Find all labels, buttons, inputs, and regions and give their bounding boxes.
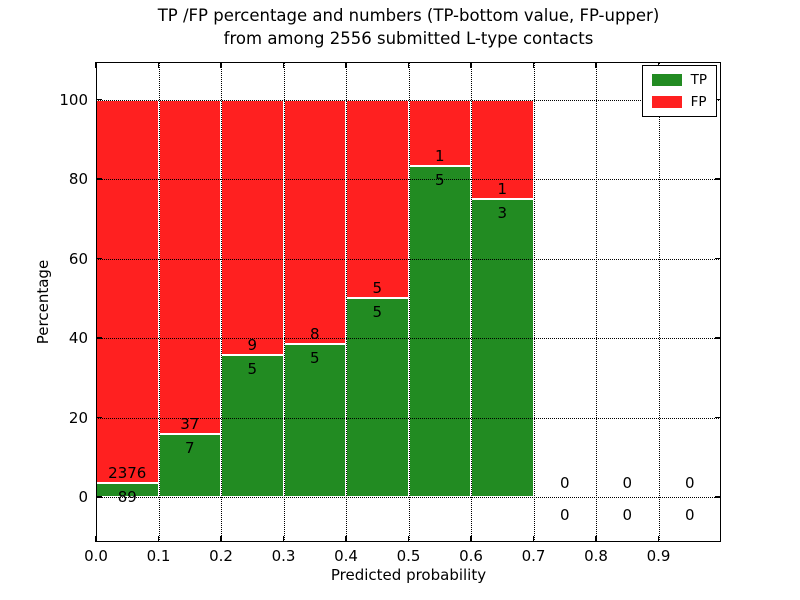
- x-gridline: [596, 62, 597, 542]
- y-tick-label: 40: [68, 329, 88, 347]
- x-tick-mark-top: [282, 62, 285, 68]
- y-tick-mark-right: [715, 257, 721, 260]
- bar-segment-fp: [158, 99, 221, 434]
- x-gridline: [158, 62, 160, 542]
- legend-label-fp: FP: [690, 94, 707, 110]
- tp-count-label: 5: [247, 360, 258, 379]
- x-tick-label: 0.2: [209, 547, 233, 565]
- y-tick-mark-left: [96, 416, 102, 419]
- y-tick-mark-left: [96, 257, 102, 260]
- tp-count-label: 0: [622, 506, 633, 524]
- x-tick-mark-bottom: [657, 536, 660, 542]
- legend-box: TP FP: [641, 65, 717, 117]
- x-tick-mark-bottom: [470, 536, 472, 542]
- fp-count-label: 37: [180, 414, 200, 433]
- x-tick-label: 0.7: [521, 547, 546, 565]
- x-gridline: [533, 62, 535, 542]
- x-gridline: [471, 62, 472, 542]
- x-tick-label: 0.3: [271, 547, 296, 565]
- x-tick-label: 0.9: [646, 547, 671, 565]
- bar-segment-tp: [471, 198, 534, 497]
- y-tick-mark-right: [715, 337, 721, 339]
- tp-count-label: 5: [309, 349, 320, 368]
- bar-segment-tp: [346, 298, 409, 497]
- y-tick-label: 20: [68, 408, 88, 427]
- fp-count-label: 5: [372, 279, 383, 298]
- tp-count-label: 0: [559, 506, 570, 524]
- tp-count-label: 5: [434, 170, 445, 189]
- legend-entry-fp: FP: [651, 94, 707, 110]
- bar-segment-fp: [221, 99, 284, 356]
- y-tick-label: 100: [59, 90, 88, 109]
- y-tick-mark-left: [96, 98, 102, 101]
- x-tick-mark-top: [157, 62, 160, 68]
- chart-title-line2: from among 2556 submitted L-type contact…: [223, 29, 594, 48]
- bar-segment-tp: [158, 433, 221, 497]
- tp-color-swatch: [651, 74, 682, 86]
- fp-count-label: 1: [497, 179, 508, 198]
- x-gridline: [346, 62, 347, 542]
- chart-title-line1: TP /FP percentage and numbers (TP-bottom…: [157, 6, 660, 25]
- x-tick-label: 0.0: [84, 547, 108, 565]
- x-tick-mark-bottom: [407, 536, 410, 542]
- tp-count-label: 3: [497, 203, 508, 222]
- x-tick-mark-top: [470, 62, 472, 68]
- legend-entry-tp: TP: [651, 72, 707, 88]
- x-tick-mark-top: [532, 62, 535, 68]
- x-gridline: [658, 62, 660, 542]
- tp-count-label: 5: [372, 303, 383, 322]
- x-tick-mark-bottom: [532, 536, 535, 542]
- x-tick-mark-top: [595, 62, 597, 68]
- x-gridline: [283, 62, 285, 542]
- x-axis-label: Predicted probability: [330, 566, 487, 584]
- x-tick-mark-top: [345, 62, 347, 68]
- x-tick-mark-top: [220, 62, 222, 68]
- legend-label-tp: TP: [690, 72, 707, 88]
- fp-count-label: 0: [559, 474, 570, 492]
- fp-color-swatch: [651, 96, 682, 108]
- y-axis-label: Percentage: [34, 259, 52, 345]
- fp-count-label: 0: [684, 474, 695, 492]
- fp-count-label: 1: [434, 146, 445, 165]
- bar-segment-tp: [283, 344, 346, 497]
- y-tick-mark-right: [715, 98, 721, 101]
- fp-count-label: 8: [309, 325, 320, 344]
- x-tick-mark-bottom: [282, 536, 285, 542]
- tp-count-label: 0: [684, 506, 695, 524]
- tp-count-label: 7: [184, 438, 195, 457]
- x-tick-mark-bottom: [157, 536, 160, 542]
- bar-segment-fp: [96, 99, 159, 483]
- x-tick-mark-bottom: [220, 536, 222, 542]
- y-tick-label: 80: [68, 170, 88, 188]
- y-tick-label: 0: [78, 488, 88, 506]
- fp-count-label: 0: [622, 474, 633, 492]
- fp-count-label: 9: [247, 336, 258, 355]
- x-gridline: [221, 62, 222, 542]
- bar-segment-fp: [283, 99, 346, 345]
- x-tick-mark-top: [95, 62, 97, 68]
- y-tick-mark-right: [715, 496, 721, 498]
- x-tick-label: 0.5: [396, 547, 421, 565]
- x-tick-label: 0.1: [146, 547, 171, 565]
- plot-area: TP FP: [95, 62, 721, 542]
- x-tick-mark-bottom: [595, 536, 597, 542]
- y-tick-mark-right: [715, 178, 721, 180]
- x-tick-label: 0.4: [334, 547, 358, 565]
- tp-count-label: 89: [117, 487, 137, 506]
- y-tick-mark-left: [96, 337, 102, 339]
- bar-segment-tp: [408, 165, 471, 497]
- bar-segment-fp: [346, 99, 409, 299]
- y-tick-label: 60: [68, 249, 88, 268]
- x-tick-mark-bottom: [345, 536, 347, 542]
- x-tick-label: 0.6: [459, 547, 483, 565]
- x-tick-label: 0.8: [584, 547, 608, 565]
- y-tick-mark-left: [96, 178, 102, 180]
- y-tick-mark-right: [715, 416, 721, 419]
- x-tick-mark-top: [407, 62, 410, 68]
- fp-count-label: 2376: [108, 463, 147, 482]
- y-tick-mark-left: [96, 496, 102, 498]
- x-gridline: [408, 62, 410, 542]
- x-tick-mark-bottom: [95, 536, 97, 542]
